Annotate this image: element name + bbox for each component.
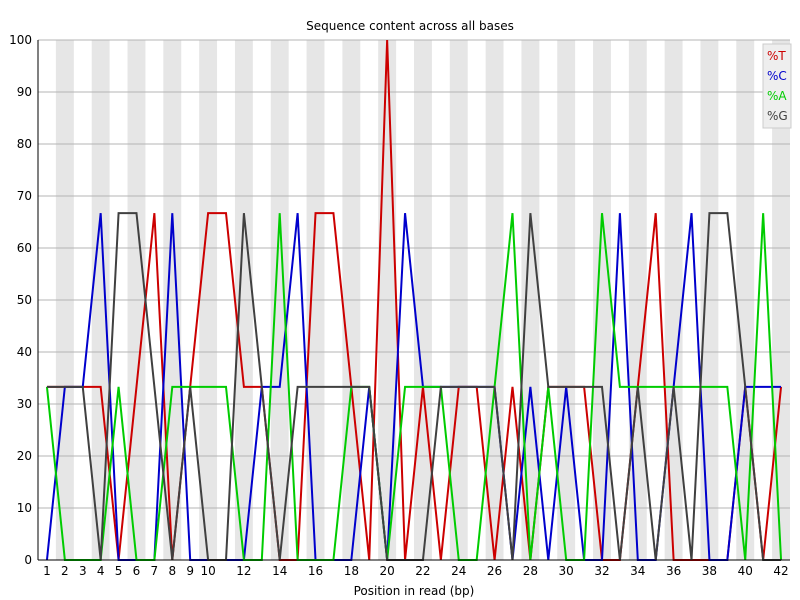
y-tick-label: 0 — [24, 553, 32, 567]
legend-entry: %T — [767, 49, 786, 63]
y-tick-label: 100 — [9, 33, 32, 47]
x-tick-label: 1 — [43, 564, 51, 578]
x-tick-label: 24 — [451, 564, 466, 578]
y-tick-label: 60 — [17, 241, 32, 255]
x-tick-label: 26 — [487, 564, 502, 578]
y-axis-ticks: 0 10 20 30 40 50 60 70 80 90 100 — [9, 33, 32, 567]
x-tick-label: 22 — [415, 564, 430, 578]
legend-box — [762, 43, 792, 129]
x-tick-label: 10 — [200, 564, 215, 578]
series-line-t — [46, 39, 783, 561]
x-tick-label: 2 — [61, 564, 69, 578]
x-tick-label: 5 — [115, 564, 123, 578]
legend: %T %C %A %G — [762, 43, 792, 129]
x-tick-label: 30 — [559, 564, 574, 578]
x-tick-label: 34 — [630, 564, 645, 578]
x-tick-label: 28 — [523, 564, 538, 578]
x-tick-label: 4 — [97, 564, 105, 578]
x-tick-label: 7 — [151, 564, 159, 578]
x-tick-label: 14 — [272, 564, 287, 578]
x-tick-label: 36 — [666, 564, 681, 578]
x-tick-label: 18 — [344, 564, 359, 578]
y-tick-label: 50 — [17, 293, 32, 307]
x-tick-label: 3 — [79, 564, 87, 578]
legend-entry: %G — [767, 109, 788, 123]
y-tick-label: 40 — [17, 345, 32, 359]
legend-entry: %C — [767, 69, 787, 83]
y-tick-label: 10 — [17, 501, 32, 515]
chart-title: Sequence content across all bases — [306, 19, 514, 33]
x-tick-label: 16 — [308, 564, 323, 578]
y-tick-label: 70 — [17, 189, 32, 203]
x-tick-label: 8 — [168, 564, 176, 578]
x-tick-label: 9 — [186, 564, 194, 578]
x-tick-label: 38 — [702, 564, 717, 578]
legend-entry: %A — [767, 89, 787, 103]
x-tick-label: 20 — [380, 564, 395, 578]
y-tick-label: 30 — [17, 397, 32, 411]
series-line-a — [45, 213, 783, 561]
y-tick-label: 20 — [17, 449, 32, 463]
x-axis-ticks: 1 2 3 4 5 6 7 8 9 10 12 14 16 18 20 22 24 26 28 30 32 34 36 38 4… — [43, 564, 789, 578]
y-tick-label: 80 — [17, 137, 32, 151]
x-axis-label: Position in read (bp) — [354, 584, 475, 598]
y-tick-label: 90 — [17, 85, 32, 99]
x-tick-label: 12 — [236, 564, 251, 578]
x-tick-label: 42 — [773, 564, 788, 578]
x-tick-label: 40 — [738, 564, 753, 578]
x-tick-label: 6 — [133, 564, 141, 578]
x-tick-label: 32 — [594, 564, 609, 578]
